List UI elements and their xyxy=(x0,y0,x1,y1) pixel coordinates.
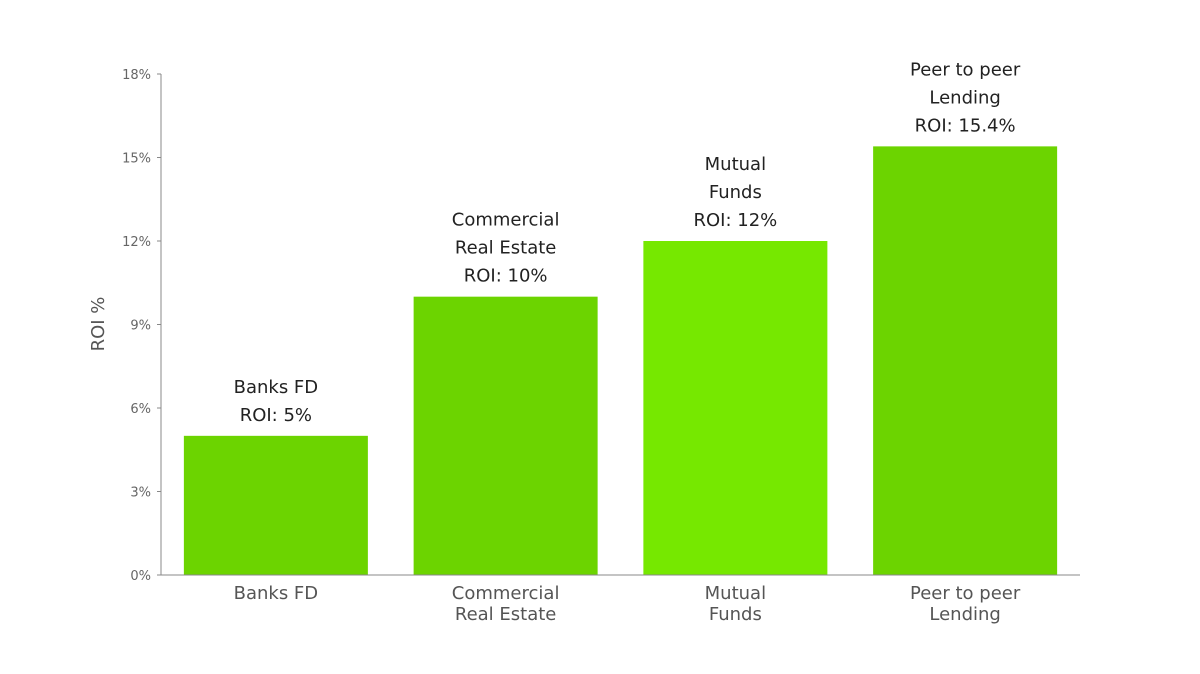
data-labels-group: Banks FD ROI: 5% Commercial Real Estate ROI:… xyxy=(234,59,1021,425)
x-category-label: Funds xyxy=(709,604,762,625)
data-label: Mutual xyxy=(705,154,766,175)
bar xyxy=(183,435,368,575)
x-category-label: Mutual xyxy=(705,583,766,604)
data-label: Funds xyxy=(709,182,762,203)
y-axis-title: ROI % xyxy=(88,297,109,352)
y-tick-label: 15% xyxy=(122,152,151,167)
bar xyxy=(873,146,1058,575)
data-label: ROI: 12% xyxy=(693,210,777,231)
y-tick-label: 9% xyxy=(130,319,151,334)
data-label: Banks FD xyxy=(234,377,319,398)
x-category-label: Peer to peer xyxy=(910,583,1021,604)
y-axis-ticks: 0% 3% 6% 9% 12% 15% 18% xyxy=(122,68,161,584)
x-category-label: Lending xyxy=(929,604,1000,625)
y-tick-label: 12% xyxy=(122,235,151,250)
bar xyxy=(413,296,598,575)
data-label: Commercial xyxy=(452,210,560,231)
x-category-label: Commercial xyxy=(452,583,560,604)
data-label: Peer to peer xyxy=(910,59,1021,80)
data-label: Real Estate xyxy=(455,238,557,259)
data-label: ROI: 5% xyxy=(240,405,312,426)
x-category-label: Real Estate xyxy=(455,604,557,625)
x-category-label: Banks FD xyxy=(234,583,319,604)
data-label: ROI: 10% xyxy=(464,266,548,287)
data-label: ROI: 15.4% xyxy=(915,115,1016,136)
y-tick-label: 18% xyxy=(122,68,151,83)
y-tick-label: 3% xyxy=(130,486,151,501)
bar xyxy=(643,241,828,575)
y-tick-label: 0% xyxy=(130,569,151,584)
bars-group xyxy=(183,146,1058,575)
data-label: Lending xyxy=(929,87,1000,108)
y-tick-label: 6% xyxy=(130,402,151,417)
